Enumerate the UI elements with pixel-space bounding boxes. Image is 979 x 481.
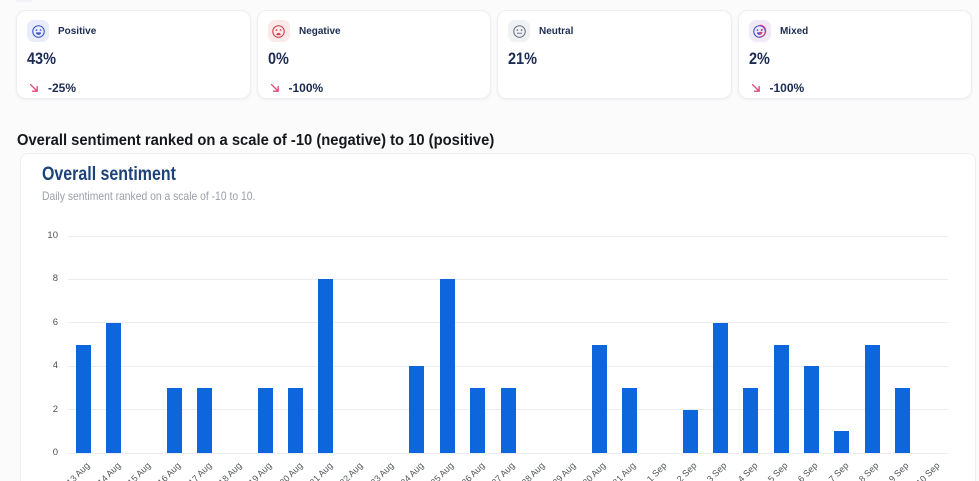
stat-value: 0%	[267, 49, 289, 68]
trend-value: -100%	[288, 81, 324, 95]
trend-down-right-arrow-icon	[751, 83, 760, 92]
gridline	[68, 365, 948, 367]
stat-card-positive: Positive 43% -25%	[16, 10, 251, 99]
stat-label: Negative	[298, 25, 341, 37]
stat-label: Positive	[58, 25, 97, 37]
y-axis-tick-label: 2	[52, 403, 58, 415]
positive-face-icon	[27, 20, 49, 42]
clipped-toolbar-fragment	[16, 0, 32, 2]
bar-6-sep	[803, 366, 819, 453]
chart-subtitle: Daily sentiment ranked on a scale of -10…	[42, 189, 256, 203]
y-axis-tick-label: 4	[52, 360, 58, 372]
stat-value: 2%	[748, 49, 770, 68]
sentiment-stats-row: Positive 43% -25% Negative 0% -100%	[16, 10, 972, 99]
bar-2-sep	[682, 409, 698, 453]
trend-down-right-arrow-icon	[29, 83, 38, 92]
section-heading: Overall sentiment ranked on a scale of -…	[17, 132, 495, 149]
bar-7-sep	[834, 431, 850, 453]
x-axis-line	[68, 452, 948, 454]
trend-down-right-arrow-icon	[270, 83, 279, 92]
bar-9-sep	[894, 387, 910, 453]
gridline	[68, 322, 948, 324]
bar-4-sep	[743, 387, 759, 453]
bar-26-aug	[470, 387, 486, 453]
bar-5-sep	[773, 344, 789, 453]
x-axis-tick-label: 13 Aug	[64, 460, 92, 481]
bar-17-aug	[197, 387, 213, 453]
stat-label: Mixed	[779, 25, 808, 37]
gridline	[68, 278, 948, 280]
y-axis-tick-label: 6	[52, 316, 58, 328]
stat-value: 43%	[27, 49, 56, 68]
bar-25-aug	[439, 279, 455, 453]
bar-21-aug	[318, 279, 334, 453]
stat-value: 21%	[508, 49, 537, 68]
bar-24-aug	[409, 366, 425, 453]
overall-sentiment-chart-card: Overall sentiment Daily sentiment ranked…	[20, 153, 976, 481]
mixed-face-icon	[748, 20, 771, 42]
stat-label: Neutral	[539, 25, 574, 37]
bar-16-aug	[166, 387, 182, 453]
neutral-face-icon	[508, 20, 530, 42]
negative-face-icon	[267, 20, 290, 42]
chart-title: Overall sentiment	[42, 164, 176, 185]
bar-27-aug	[500, 387, 516, 453]
trend-value: -25%	[48, 81, 77, 95]
trend-value: -100%	[769, 81, 805, 95]
stat-trend: -25%	[28, 81, 76, 95]
stat-card-negative: Negative 0% -100%	[256, 10, 491, 99]
bar-8-sep	[864, 344, 880, 453]
stat-trend: -100%	[269, 81, 324, 95]
y-axis-tick-label: 0	[52, 447, 58, 458]
stat-card-neutral: Neutral 21%	[497, 10, 732, 99]
bar-30-aug	[591, 344, 607, 453]
bar-31-aug	[621, 387, 637, 453]
stat-trend: -100%	[750, 81, 805, 95]
stat-card-mixed: Mixed 2% -100%	[737, 10, 972, 99]
bar-3-sep	[712, 322, 728, 453]
y-axis-tick-label: 10	[47, 230, 58, 241]
sentiment-bar-chart: 0 2 4 6 8 10 13 Aug 14 Aug 15 Aug 16 Aug 17 Aug 18 …	[47, 230, 948, 481]
bar-19-aug	[257, 387, 273, 453]
bar-14-aug	[106, 322, 122, 453]
y-axis-tick-label: 8	[52, 273, 58, 285]
bar-20-aug	[288, 387, 304, 453]
gridline	[68, 235, 948, 237]
bar-13-aug	[75, 344, 91, 453]
